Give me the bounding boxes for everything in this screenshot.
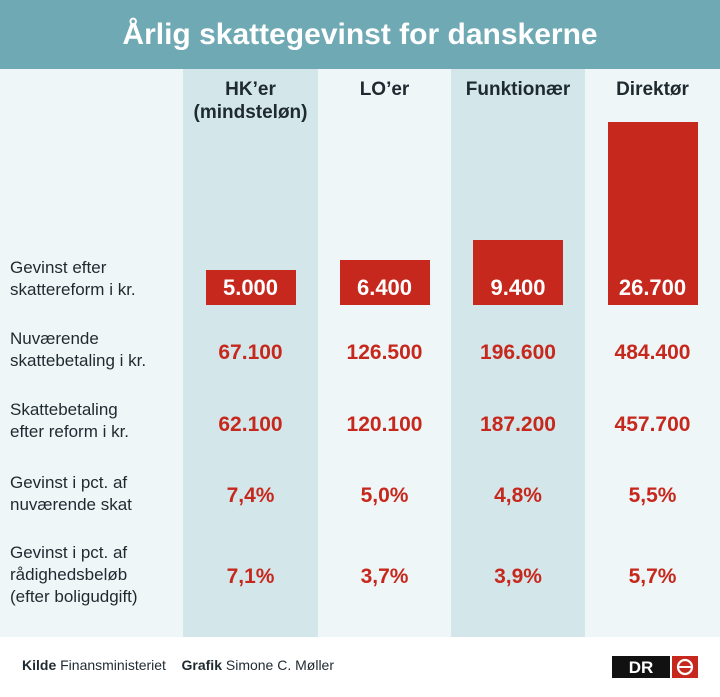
cell-nuvaerende-lo: 126.500 <box>346 341 423 364</box>
cell-efter-reform-hk: 62.100 <box>218 413 283 436</box>
bar-hk <box>205 270 296 305</box>
column-header-hk-line1: HK’er <box>225 79 276 100</box>
row-label-pct-skat: Gevinst i pct. af nuværende skat <box>10 472 180 516</box>
bar-value-label-funktionaer: 9.400 <box>490 275 546 300</box>
column-header-hk-line2: (mindsteløn) <box>193 102 308 123</box>
column-band-funktionaer <box>451 69 585 637</box>
cell-pct-raadighed-direktoer: 5,7% <box>628 565 677 588</box>
row-label-line: (efter boligudgift) <box>10 587 138 606</box>
row-label-pct-raadighed: Gevinst i pct. af rådighedsbeløb (efter … <box>10 542 180 608</box>
title-bar: Årlig skattegevinst for danskerne <box>0 0 720 69</box>
cell-pct-skat-lo: 5,0% <box>360 484 409 507</box>
row-label-line: nuværende skat <box>10 495 132 514</box>
cell-efter-reform-direktoer: 457.700 <box>614 413 691 436</box>
column-header-direktoer-line1: Direktør <box>616 79 689 100</box>
cell-nuvaerende-hk: 67.100 <box>218 341 283 364</box>
bar-value-label-direktoer: 26.700 <box>618 275 687 300</box>
svg-text:DR: DR <box>629 658 654 677</box>
column-band-hk <box>183 69 318 637</box>
table-panel <box>0 69 720 637</box>
cell-efter-reform-lo: 120.100 <box>346 413 423 436</box>
row-label-line: Gevinst i pct. af <box>10 543 128 562</box>
cell-pct-skat-hk: 7,4% <box>226 484 275 507</box>
column-header-funktionaer-line1: Funktionær <box>465 79 571 100</box>
column-header-lo-line1: LO’er <box>359 79 410 100</box>
cell-efter-reform-funktionaer: 187.200 <box>480 413 556 436</box>
cell-pct-raadighed-hk: 7,1% <box>226 565 275 588</box>
cell-pct-skat-direktoer: 5,5% <box>628 484 677 507</box>
row-label-line: Skattebetaling <box>10 400 118 419</box>
column-header-hk: HK’er (mindsteløn) <box>183 78 318 124</box>
dr-logo: DR <box>612 656 698 678</box>
row-label-skat-efter-reform: Skattebetaling efter reform i kr. <box>10 399 180 443</box>
row-label-nuvaerende-skat: Nuværende skattebetaling i kr. <box>10 328 180 372</box>
credits-line: Kilde Finansministeriet Grafik Simone C.… <box>22 657 334 673</box>
column-header-lo: LO’er <box>318 78 451 101</box>
row-label-line: Nuværende <box>10 329 99 348</box>
row-label-line: skattebetaling i kr. <box>10 351 147 370</box>
column-header-funktionaer: Funktionær <box>451 78 585 101</box>
cell-pct-skat-funktionaer: 4,8% <box>494 484 542 507</box>
cell-pct-raadighed-funktionaer: 3,9% <box>494 565 542 588</box>
footer <box>0 637 720 697</box>
column-header-direktoer: Direktør <box>585 78 720 101</box>
cell-pct-raadighed-lo: 3,7% <box>360 565 409 588</box>
bar-value-label-hk: 5.000 <box>222 275 279 300</box>
row-label-line: skattereform i kr. <box>10 280 136 299</box>
row-label-line: rådighedsbeløb <box>10 565 128 584</box>
row-label-gevinst-kr: Gevinst efter skattereform i kr. <box>10 257 180 301</box>
cell-nuvaerende-direktoer: 484.400 <box>614 341 691 364</box>
bar-direktoer <box>607 122 698 305</box>
cell-nuvaerende-funktionaer: 196.600 <box>480 341 556 364</box>
source-label: Kilde <box>22 657 57 673</box>
row-label-line: Gevinst i pct. af <box>10 473 128 492</box>
source-value: Finansministeriet <box>60 657 166 673</box>
chart-title: Årlig skattegevinst for danskerne <box>122 18 598 51</box>
bar-lo <box>339 260 430 305</box>
graphic-label: Grafik <box>181 657 222 673</box>
bar-value-label-lo: 6.400 <box>356 275 413 300</box>
bar-funktionaer <box>473 239 563 305</box>
row-label-line: Gevinst efter <box>10 258 107 277</box>
row-label-line: efter reform i kr. <box>10 422 130 441</box>
graphic-value: Simone C. Møller <box>225 657 335 673</box>
